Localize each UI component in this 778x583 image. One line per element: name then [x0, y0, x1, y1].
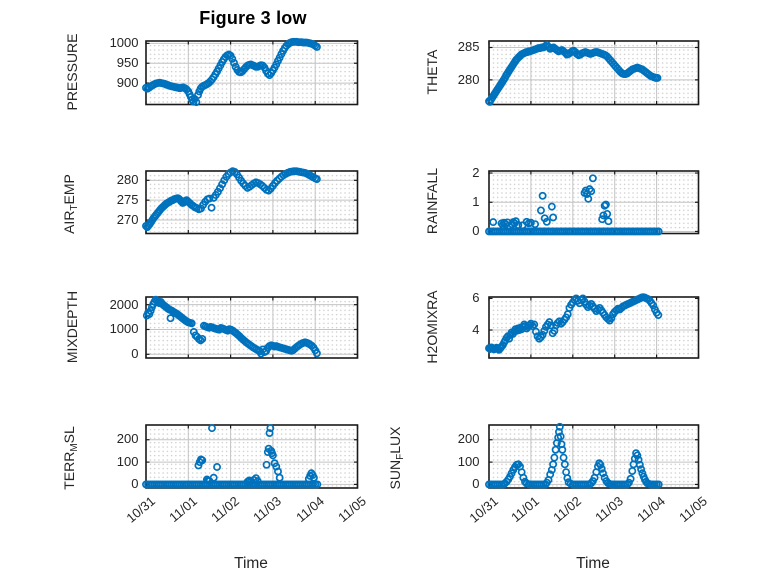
subplot-h2omixra — [484, 293, 699, 359]
y-tick-label: 950 — [116, 55, 139, 71]
data-points — [484, 40, 661, 106]
minor-grid — [490, 426, 696, 486]
subplot-mixdepth — [142, 295, 358, 359]
x-tick-label: 11/04 — [634, 492, 669, 525]
x-tick-label: 11/03 — [592, 492, 627, 525]
tick-marks — [487, 297, 699, 358]
y-tick-label: 280 — [116, 171, 139, 187]
y-tick-label: 0 — [131, 346, 139, 362]
axes-box — [144, 40, 358, 106]
y-tick-label: 280 — [457, 71, 480, 87]
x-tick-label: 11/05 — [335, 492, 369, 525]
y-axis-label-h2omixra: H2OMIXRA — [424, 289, 440, 364]
y-tick-label: 6 — [472, 290, 480, 306]
axes-box — [144, 296, 358, 359]
tick-marks — [144, 41, 358, 105]
figure-title: Figure 3 low — [199, 8, 307, 28]
y-tick-label: 270 — [116, 211, 139, 227]
axes-box — [487, 423, 699, 489]
data-points — [142, 295, 321, 358]
x-tick-label: 11/01 — [508, 492, 543, 525]
x-tick-label: 11/03 — [250, 492, 285, 525]
x-tick-label: 11/02 — [550, 492, 585, 525]
x-tick-label: 10/31 — [465, 492, 501, 526]
subplot-terr-msl — [141, 423, 358, 489]
data-points — [484, 422, 663, 488]
y-tick-label: 100 — [457, 453, 480, 469]
y-tick-label: 900 — [116, 75, 139, 91]
y-tick-label: 2000 — [109, 296, 139, 312]
y-tick-label: 0 — [472, 475, 480, 491]
tick-marks — [487, 41, 699, 105]
y-tick-label: 1 — [472, 193, 480, 209]
data-points — [141, 166, 321, 231]
y-axis-label-sun-flux: SUNFLUX — [387, 426, 406, 490]
x-tick-label: 11/04 — [292, 492, 327, 525]
x-tick-label: 11/01 — [165, 492, 200, 525]
data-points — [484, 293, 662, 354]
y-tick-label: 0 — [131, 475, 139, 491]
minor-grid — [147, 42, 355, 103]
y-tick-label: 275 — [116, 191, 139, 207]
minor-grid — [147, 426, 355, 486]
subplot-sun-flux — [484, 422, 699, 489]
y-tick-label: 200 — [457, 431, 480, 447]
x-axis-label-left: Time — [234, 555, 268, 572]
data-points — [484, 173, 663, 235]
subplot-rainfall — [484, 169, 699, 235]
subplot-theta — [484, 40, 699, 106]
axes-box — [487, 40, 699, 106]
y-tick-label: 200 — [116, 431, 139, 447]
y-axis-label-terr-msl: TERRMSL — [61, 426, 80, 490]
data-points — [141, 37, 321, 107]
tick-marks — [144, 297, 358, 358]
axes-box — [144, 169, 358, 234]
y-tick-label: 0 — [472, 222, 480, 238]
y-tick-label: 1000 — [109, 321, 139, 337]
axes-box — [487, 296, 699, 359]
subplot-air-temp — [141, 166, 358, 234]
tick-marks — [144, 170, 358, 233]
y-tick-label: 2 — [472, 164, 480, 180]
y-tick-label: 1000 — [109, 35, 139, 51]
data-points — [141, 423, 321, 488]
x-tick-label: 10/31 — [122, 492, 158, 526]
y-tick-label: 4 — [472, 322, 480, 338]
x-tick-label: 11/02 — [208, 492, 243, 525]
x-tick-label: 11/05 — [676, 492, 710, 525]
subplot-pressure — [141, 37, 358, 107]
x-axis-label-right: Time — [576, 555, 610, 572]
y-tick-label: 100 — [116, 453, 139, 469]
y-tick-label: 285 — [457, 39, 480, 55]
